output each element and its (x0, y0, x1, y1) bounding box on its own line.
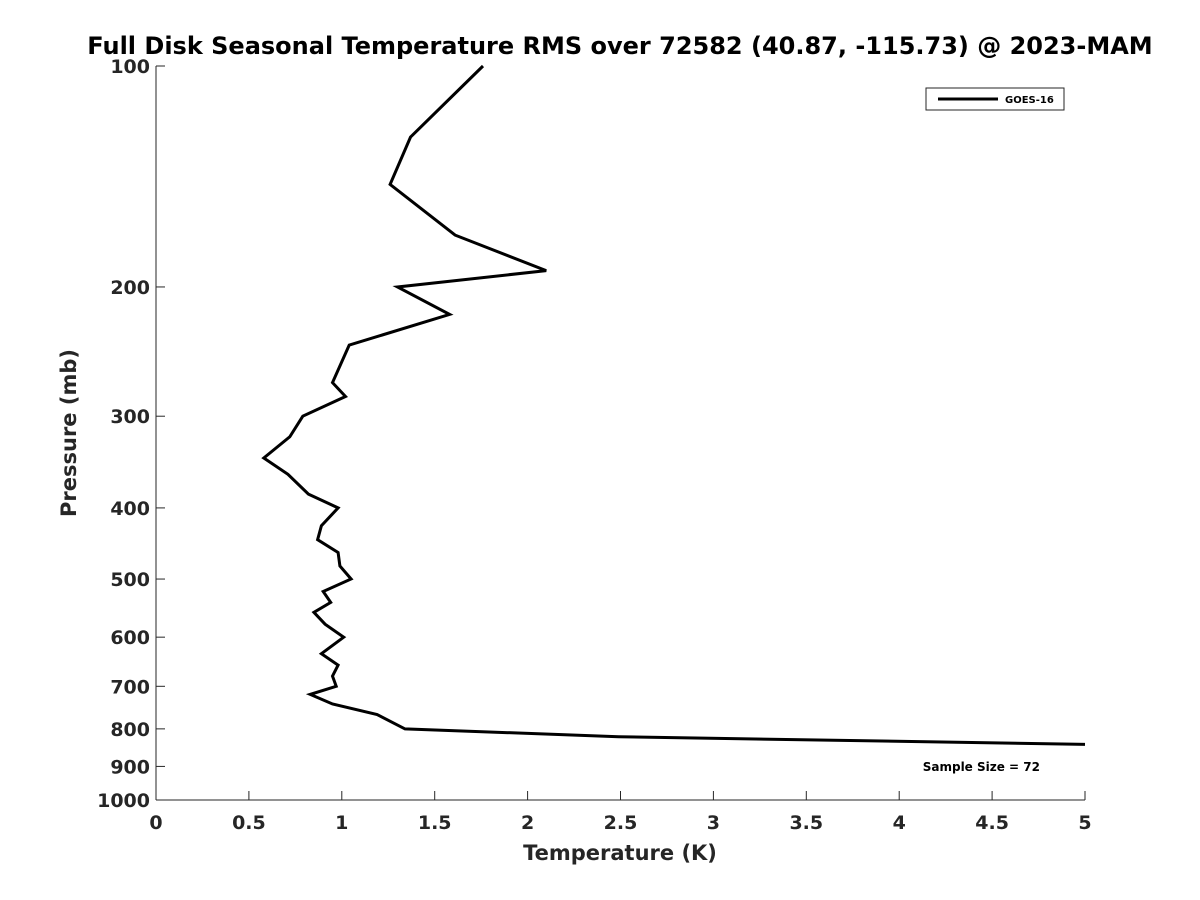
x-tick-label: 4 (893, 812, 906, 834)
sample-size-annotation: Sample Size = 72 (923, 760, 1040, 774)
y-tick-label: 100 (110, 56, 150, 78)
x-tick-label: 1.5 (418, 812, 452, 834)
x-tick-label: 0.5 (232, 812, 266, 834)
y-tick-label: 400 (110, 498, 150, 520)
x-tick-label: 2 (521, 812, 534, 834)
legend-entry-label: GOES-16 (1005, 95, 1054, 106)
y-tick-label: 600 (110, 627, 150, 649)
y-tick-label: 1000 (97, 790, 150, 812)
y-tick-label: 500 (110, 569, 150, 591)
x-tick-label: 3.5 (789, 812, 823, 834)
chart-title: Full Disk Seasonal Temperature RMS over … (87, 32, 1152, 60)
y-tick-label: 800 (110, 719, 150, 741)
y-tick-label: 700 (110, 676, 150, 698)
x-tick-label: 4.5 (975, 812, 1009, 834)
x-tick-label: 0 (149, 812, 162, 834)
plot-axes: 0 0.5 1 1.5 2 2.5 3 3.5 4 4.5 5 100 200 300 400 500 600 7… (97, 56, 1092, 834)
x-tick-label: 3 (707, 812, 720, 834)
series-line-goes-16 (261, 64, 1086, 746)
legend: GOES-16 (925, 87, 1065, 111)
series-layer (261, 64, 1086, 746)
x-tick-label: 2.5 (604, 812, 638, 834)
y-tick-label: 200 (110, 277, 150, 299)
x-tick-label: 1 (335, 812, 348, 834)
x-axis-label: Temperature (K) (523, 841, 717, 865)
y-tick-label: 300 (110, 406, 150, 428)
y-axis-label: Pressure (mb) (57, 349, 81, 517)
y-tick-label: 900 (110, 756, 150, 778)
x-tick-label: 5 (1078, 812, 1091, 834)
